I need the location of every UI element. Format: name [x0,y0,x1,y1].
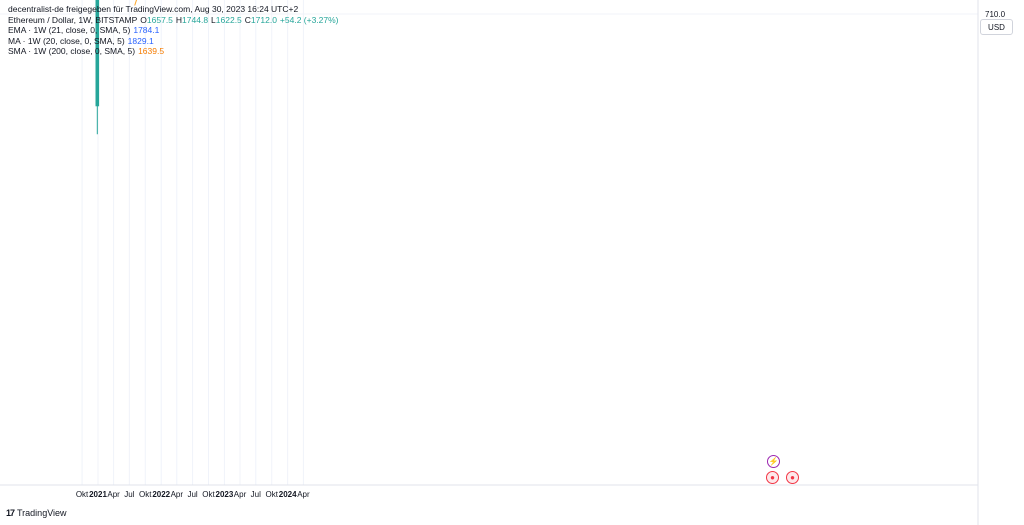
x-tick-label: 2024 [279,490,297,499]
candles [95,0,100,135]
x-tick-label: Okt [139,490,152,499]
x-tick-label: Apr [234,490,247,499]
symbol-ohlc-row: Ethereum / Dollar, 1W, BITSTAMP O1657.5 … [8,14,339,25]
tradingview-logo-icon: 17 [6,508,15,518]
x-tick-label: Jul [124,490,134,499]
indicator-ma[interactable]: MA · 1W (20, close, 0, SMA, 5) 1829.1 [8,35,154,46]
tradingview-brand[interactable]: 17 TradingView [6,508,67,518]
x-tick-label: Jul [251,490,261,499]
open-value: 1657.5 [146,14,173,25]
ema-value: 1784.1 [133,25,160,36]
x-tick-label: 2022 [152,490,170,499]
x-tick-label: Apr [107,490,120,499]
y-tick-label: 710.0 [985,10,1006,19]
dividend-event-icon[interactable]: ⚡ [767,455,780,468]
sma200-value: 1639.5 [138,46,165,57]
x-tick-label: 2021 [89,490,107,499]
x-tick-label: Apr [297,490,310,499]
low-value: 1622.5 [215,14,242,25]
high-value: 1744.8 [182,14,209,25]
us-flag-event-icon-2[interactable]: ● [786,471,799,484]
x-tick-label: 2023 [216,490,234,499]
ma-value: 1829.1 [127,35,154,46]
x-axis: Okt 2021 Apr Jul Okt 2022 Apr Jul Okt 2023 Apr Jul O… [76,490,310,499]
us-flag-event-icon[interactable]: ● [766,471,779,484]
x-tick-label: Apr [171,490,184,499]
grid [0,0,978,485]
x-tick-label: Okt [76,490,89,499]
chart-legend: decentralist-de freigegeben für TradingV… [8,4,339,57]
currency-button[interactable]: USD [980,19,1013,35]
indicator-ema[interactable]: EMA · 1W (21, close, 0, SMA, 5) 1784.1 [8,25,160,36]
change-value: +54.2 (+3.27%) [279,14,339,25]
x-tick-label: Jul [187,490,197,499]
candle [95,0,100,135]
x-tick-label: Okt [265,490,278,499]
chart-source: decentralist-de freigegeben für TradingV… [8,4,299,14]
symbol-label[interactable]: Ethereum / Dollar, 1W, BITSTAMP [8,14,138,25]
x-tick-label: Okt [202,490,215,499]
indicator-sma200[interactable]: SMA · 1W (200, close, 0, SMA, 5) 1639.5 [8,46,165,57]
y-axis: 5250.04650.04250.03850.03450.03050.02750… [985,10,1006,19]
candle-body [95,0,100,107]
close-value: 1712.0 [250,14,277,25]
